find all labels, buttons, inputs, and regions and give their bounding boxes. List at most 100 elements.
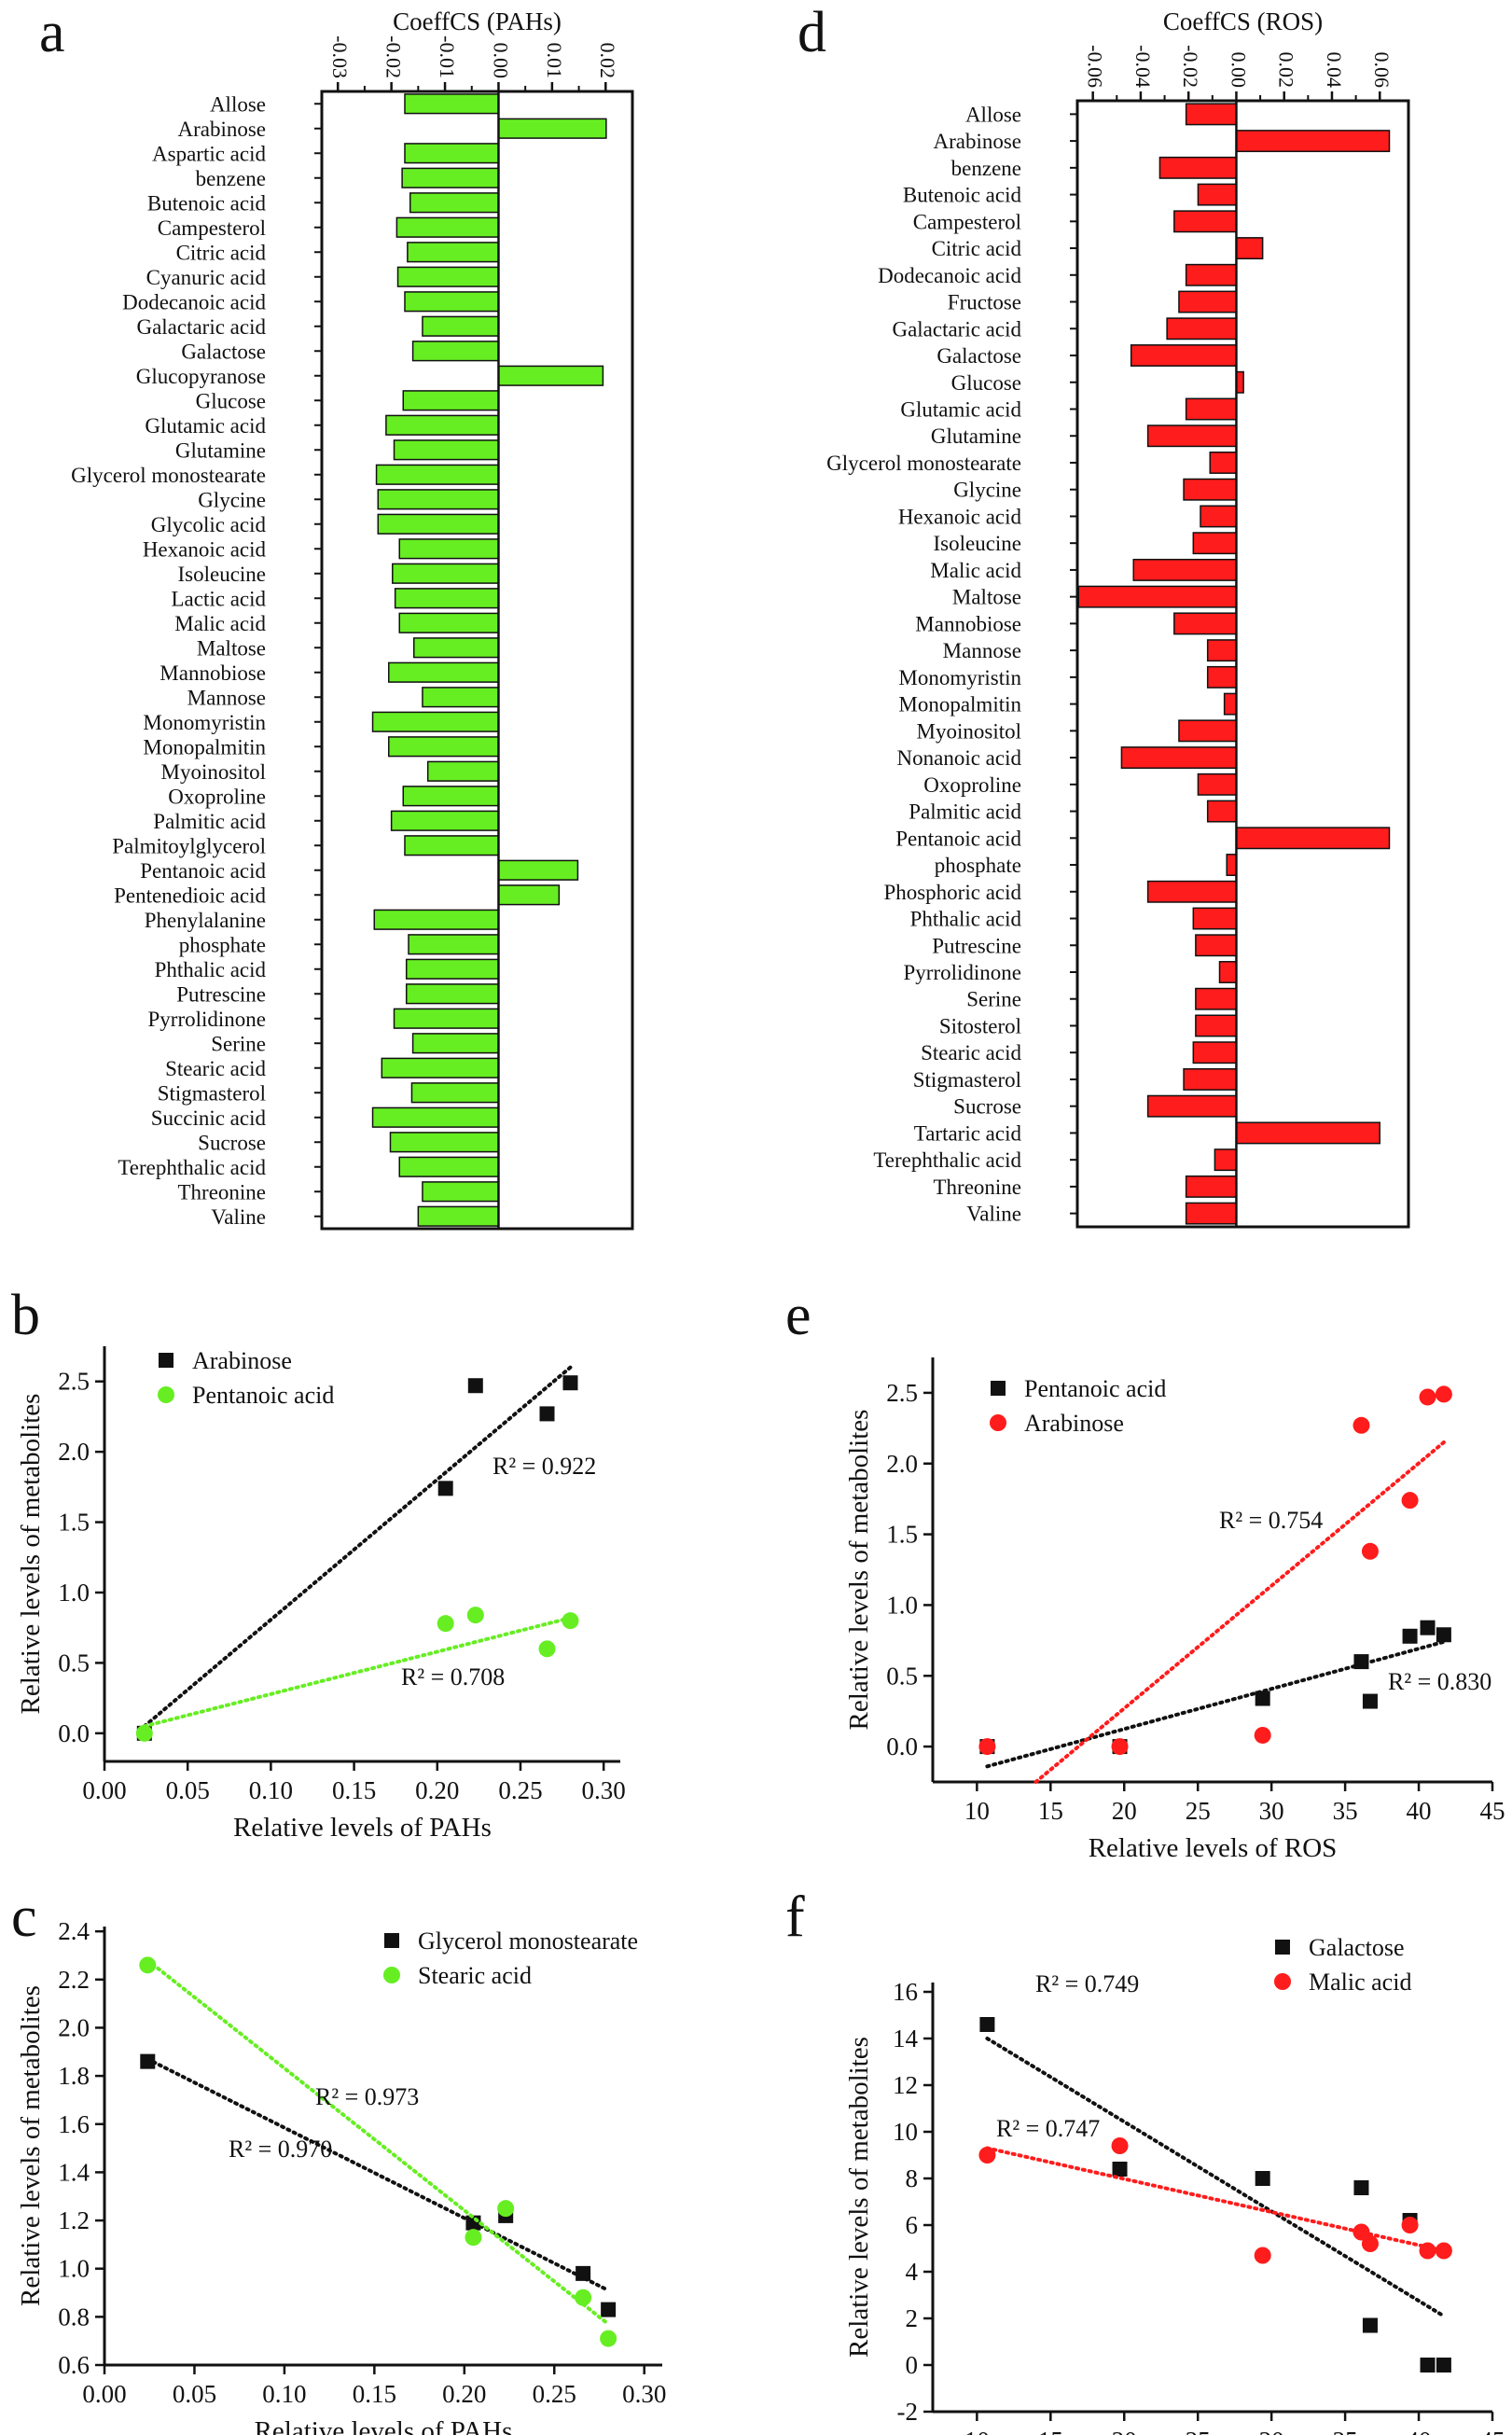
category-label: Monopalmitin (898, 693, 1021, 717)
bar-maltose (413, 637, 500, 659)
bar-pentanoic-acid (497, 859, 579, 881)
category-label: Mannose (187, 686, 266, 709)
bar-putrescine (1195, 934, 1238, 957)
category-label: Stigmasterol (913, 1068, 1021, 1092)
category-label: Phosphoric acid (883, 881, 1021, 904)
x-tick-label: 0.02 (1275, 52, 1298, 89)
data-point (1435, 2242, 1452, 2260)
category-label: Myoinositol (917, 719, 1021, 743)
category-label: Galactose (936, 344, 1021, 368)
data-point (1255, 1691, 1270, 1706)
y-tick-label: 0.6 (58, 2351, 90, 2379)
category-label: Glycerol monostearate (826, 452, 1021, 475)
bar-arabinose (1235, 130, 1391, 153)
category-label: Galactaric acid (892, 317, 1021, 341)
bar-monopalmitin (388, 736, 500, 758)
category-label: Oxoproline (923, 773, 1021, 797)
y-tick-label: 1.2 (58, 2206, 90, 2234)
r-squared-label: R² = 0.973 (315, 2083, 419, 2110)
bar-glucopyranose (497, 365, 604, 386)
plot-frame (1075, 99, 1410, 1229)
x-tick-label: 30 (1259, 2427, 1284, 2435)
bar-stearic-acid (381, 1057, 500, 1078)
x-tick-label: -0.04 (1131, 45, 1155, 88)
bar-threonine (1185, 1175, 1238, 1198)
bar-oxoproline (402, 786, 500, 807)
bar-benzene (1158, 156, 1238, 179)
x-tick-label: 0.00 (82, 1776, 126, 1804)
category-label: Galactose (181, 340, 266, 363)
category-label: Myoinositol (161, 760, 266, 784)
category-label: Maltose (197, 636, 266, 660)
data-point (1361, 2235, 1379, 2252)
bar-oxoproline (1197, 772, 1238, 796)
r-squared-label: R² = 0.970 (229, 2136, 332, 2163)
data-point (1362, 2317, 1378, 2333)
legend-marker (158, 1386, 174, 1403)
category-label: Hexanoic acid (143, 537, 267, 561)
category-label: Valine (211, 1205, 266, 1229)
y-tick-label: 2.2 (58, 1966, 90, 1994)
bar-dodecanoic-acid (404, 291, 500, 313)
x-tick-label: -0.06 (1084, 45, 1107, 88)
category-label: Threonine (177, 1180, 266, 1204)
x-tick-label: 40 (1407, 2427, 1432, 2435)
bar-isoleucine (1192, 532, 1238, 555)
category-label: Pyrrolidinone (904, 961, 1022, 984)
bar-citric-acid (407, 242, 500, 263)
bar-dodecanoic-acid (1185, 263, 1238, 286)
category-label: Aspartic acid (152, 142, 266, 165)
x-tick-label: 25 (1186, 1797, 1211, 1825)
bar-pentenedioic-acid (497, 884, 561, 906)
y-tick-label: 0.0 (886, 1732, 918, 1760)
series-stearic-acid: Stearic acid R² = 0.973 (139, 1956, 617, 2347)
bar-glutamine (1146, 424, 1238, 448)
bar-palmitic-acid (390, 810, 500, 831)
y-tick-label: 1.0 (58, 1579, 90, 1607)
data-point (1112, 2162, 1128, 2177)
legend-label: Pentanoic acid (192, 1382, 334, 1409)
category-label: Monopalmitin (143, 735, 266, 758)
series-malic-acid: Malic acid R² = 0.747 (978, 1969, 1452, 2264)
y-tick-label: -2 (897, 2398, 919, 2426)
bar-myoinositol (1178, 719, 1238, 743)
category-label: Putrescine (176, 982, 266, 1006)
x-tick-label: 0.05 (173, 2380, 216, 2408)
x-tick-label: 0.00 (82, 2380, 126, 2408)
x-tick-label: 15 (1038, 2427, 1063, 2435)
bar-campesterol (1173, 210, 1238, 233)
data-point (1361, 1542, 1379, 1560)
category-label: phosphate (935, 854, 1021, 877)
category-label: Arabinose (933, 130, 1021, 153)
bar-succinic-acid (371, 1106, 500, 1128)
series-glycerol-monostearate: Glycerol monostearate R² = 0.970 (140, 1927, 638, 2317)
trend-line (146, 2057, 611, 2292)
bar-glycolic-acid (377, 513, 500, 535)
category-label: Serine (966, 988, 1021, 1011)
category-label: Serine (211, 1032, 266, 1055)
data-point (1362, 1693, 1378, 1709)
category-label: Stearic acid (165, 1057, 266, 1080)
category-label: phosphate (179, 933, 266, 956)
legend-marker (159, 1353, 173, 1368)
y-tick-label: 1.0 (886, 1591, 918, 1619)
bar-mannobiose (388, 661, 500, 683)
legend-marker (384, 1933, 399, 1948)
bar-galactose (1130, 344, 1238, 367)
bar-allose (1185, 103, 1238, 126)
category-label: Sitosterol (939, 1014, 1021, 1037)
panel-letter-d: d (798, 1, 826, 64)
bar-citric-acid (1235, 237, 1264, 260)
x-tick-label: 30 (1259, 1797, 1284, 1825)
category-label: Allose (965, 103, 1021, 126)
x-tick-label: 0.06 (1370, 52, 1394, 89)
series-pentanoic-acid: Pentanoic acid R² = 0.708 (135, 1382, 579, 1742)
y-tick-label: 1.5 (58, 1509, 90, 1537)
y-tick-label: 1.5 (886, 1521, 918, 1549)
trend-line (146, 1958, 611, 2327)
bar-fructose (1178, 290, 1238, 313)
x-tick-label: 0.25 (533, 2380, 576, 2408)
data-point (1254, 2247, 1271, 2264)
category-label: Malic acid (174, 612, 266, 635)
category-label: Stigmasterol (158, 1081, 266, 1105)
